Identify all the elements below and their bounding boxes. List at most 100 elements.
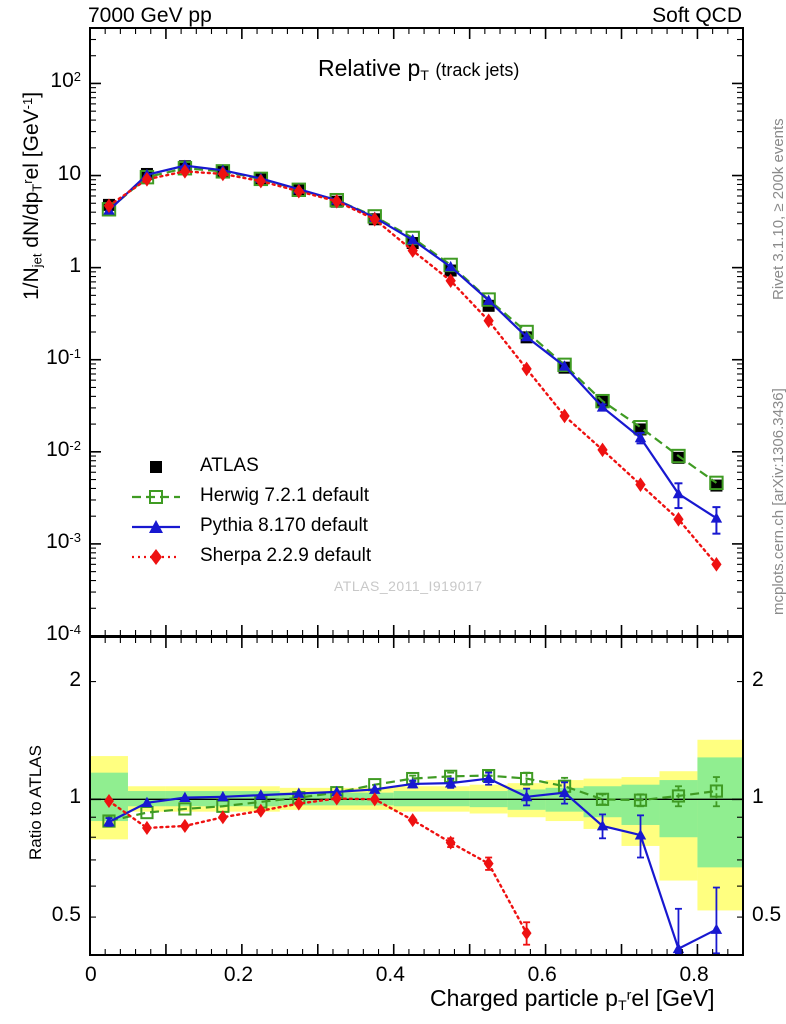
ratio-y-tick-label: 1: [69, 785, 81, 809]
error-band-inner: [393, 791, 470, 807]
watermark: ATLAS_2011_I919017: [334, 578, 483, 594]
data-marker: [331, 791, 342, 806]
data-marker: [558, 360, 571, 371]
data-marker: [331, 194, 342, 209]
x-tick-label: 0.2: [223, 963, 254, 986]
data-marker: [407, 243, 418, 258]
plot-title: Relative pT (track jets): [318, 55, 519, 84]
xlabel-a-sup: r: [626, 987, 632, 1004]
x-tick-label: 0.6: [527, 963, 557, 986]
ratio-series-sherpa: [104, 791, 532, 946]
data-marker: [331, 785, 343, 797]
ratio-y-tick-label: 0.5: [51, 903, 81, 927]
series-sherpa: [103, 164, 722, 572]
legend-marker-triangle-filled: [132, 520, 180, 533]
legend-marker-square-open: [132, 490, 180, 504]
data-marker: [179, 818, 190, 833]
series-atlas: [102, 160, 723, 492]
data-marker: [407, 813, 418, 828]
data-marker: [520, 790, 533, 802]
data-marker: [521, 361, 532, 377]
data-marker: [710, 923, 723, 934]
data-marker: [103, 198, 115, 214]
legend-symbol: [149, 490, 163, 504]
data-marker: [369, 211, 380, 227]
data-marker: [255, 173, 266, 189]
ratio-series-line: [108, 774, 717, 823]
legend-item[interactable]: ATLAS: [150, 452, 468, 482]
data-marker: [558, 786, 571, 798]
y-tick-label: 10-4: [46, 622, 81, 645]
data-marker: [406, 777, 419, 789]
data-marker: [217, 166, 229, 182]
x-tick-label: 0: [85, 963, 97, 986]
legend-item[interactable]: Herwig 7.2.1 default: [132, 482, 468, 512]
data-marker: [445, 273, 456, 289]
y-tick-label: 10-1: [46, 345, 81, 369]
data-marker: [293, 796, 304, 811]
legend-item[interactable]: Sherpa 2.2.9 default: [132, 542, 468, 572]
data-marker: [634, 829, 647, 840]
ratio-series-line: [107, 797, 528, 935]
ratio-y-tick-label-right: 0.5: [752, 903, 782, 927]
error-band-inner: [697, 757, 743, 868]
data-marker: [255, 789, 267, 800]
data-marker: [557, 357, 572, 373]
data-marker: [141, 172, 153, 187]
data-marker: [673, 512, 684, 527]
data-marker: [103, 816, 115, 827]
data-marker: [142, 820, 152, 835]
legend: ATLAS Herwig 7.2.1 default Pythia 8.170 de…: [132, 452, 468, 572]
data-marker: [179, 164, 191, 179]
plot-title-sub: T: [420, 67, 429, 84]
data-marker: [672, 942, 685, 954]
data-marker: [633, 793, 648, 807]
series-line: [107, 170, 718, 566]
ratio-y-tick-label: 2: [69, 667, 81, 691]
data-marker: [179, 791, 191, 803]
data-marker: [559, 408, 570, 424]
header-left: 7000 GeV pp: [88, 4, 212, 27]
legend-marker-diamond-filled: [132, 549, 180, 565]
ratio-series-pythia: [103, 771, 723, 955]
data-marker: [483, 313, 494, 329]
xlabel-a: Charged particle p: [430, 985, 618, 1011]
data-marker: [709, 475, 724, 491]
y-tick-label: 10-2: [46, 437, 81, 461]
legend-symbol: [150, 461, 162, 473]
data-marker: [483, 856, 494, 871]
series-line: [108, 167, 718, 484]
data-marker: [481, 292, 496, 307]
main-panel-frame: [89, 27, 744, 637]
data-marker: [293, 183, 304, 199]
data-marker: [519, 771, 534, 786]
legend-item[interactable]: Pythia 8.170 default: [132, 512, 468, 542]
data-marker: [406, 233, 419, 245]
data-marker: [635, 477, 646, 492]
x-tick-label: 0.4: [375, 963, 405, 986]
data-marker: [709, 784, 724, 798]
ratio-y-tick-label-right: 1: [752, 785, 764, 809]
y-tick-label: 1: [69, 253, 81, 277]
data-marker: [671, 448, 686, 464]
plot-title-main: Relative p: [318, 55, 421, 81]
data-marker: [671, 789, 686, 803]
series-herwig: [101, 161, 724, 491]
data-marker: [444, 777, 457, 788]
data-marker: [104, 794, 114, 809]
data-marker: [672, 451, 685, 464]
data-marker: [445, 835, 456, 850]
y-tick-label: 10-3: [46, 529, 81, 553]
ratio-y-tick-label-right: 2: [752, 667, 764, 691]
series-pythia: [103, 159, 723, 523]
legend-label: ATLAS: [200, 455, 259, 476]
data-marker: [596, 819, 609, 831]
data-marker: [217, 810, 228, 825]
header-right: Soft QCD: [652, 4, 742, 27]
data-marker: [255, 803, 266, 818]
x-axis-label: Charged particle pTrel [GeV]: [430, 985, 715, 1014]
data-marker: [293, 787, 305, 798]
data-marker: [141, 796, 153, 808]
series-line: [108, 164, 718, 520]
